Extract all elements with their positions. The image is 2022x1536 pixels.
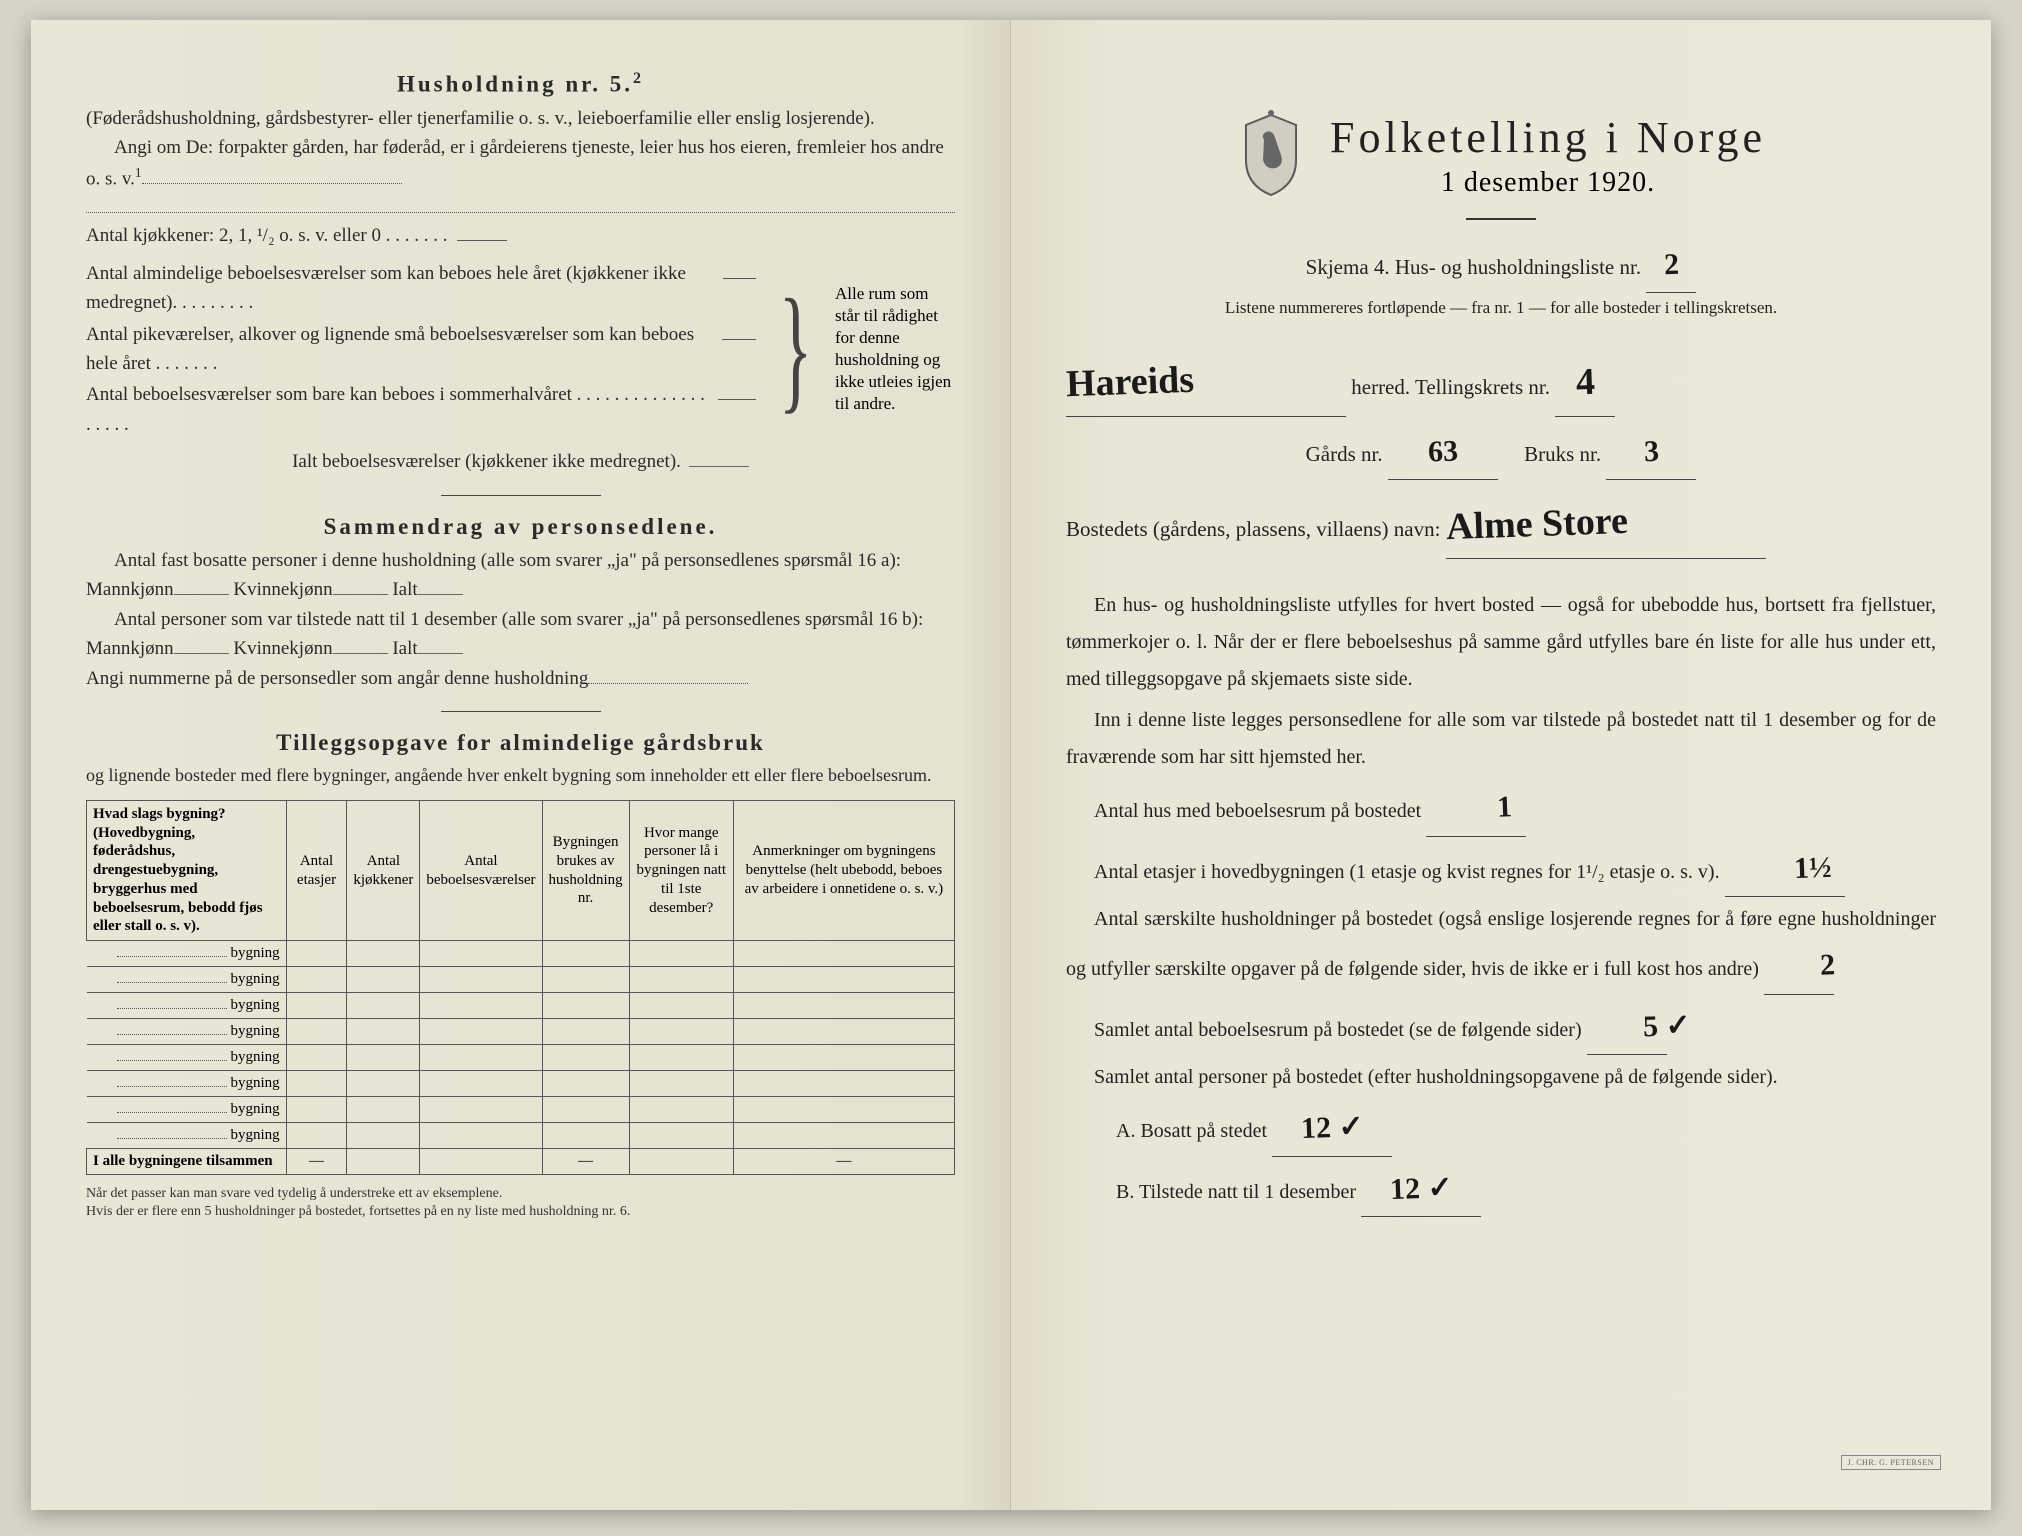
- rp-title-block: Folketelling i Norge 1 desember 1920.: [1330, 112, 1766, 199]
- rp-body: En hus- og husholdningsliste utfylles fo…: [1066, 587, 1936, 1217]
- th-6: Anmerkninger om bygningens benyttelse (h…: [733, 800, 954, 940]
- right-page: Folketelling i Norge 1 desember 1920. Sk…: [1011, 20, 1991, 1510]
- gards-line: Gårds nr. 63 Bruks nr. 3: [1066, 425, 1936, 480]
- qB: B. Tilstede natt til 1 desember 12 ✓: [1116, 1161, 1936, 1218]
- th-4: Bygningen brukes av husholdning nr.: [542, 800, 629, 940]
- husholdning-title: Husholdning nr. 5.2: [86, 70, 955, 98]
- table-row: bygning: [87, 1071, 955, 1097]
- bostedets-line: Bostedets (gårdens, plassens, villaens) …: [1066, 490, 1936, 559]
- q5: Samlet antal personer på bostedet (efter…: [1066, 1059, 1936, 1096]
- q2: Antal etasjer i hovedbygningen (1 etasje…: [1066, 841, 1936, 898]
- th-0: Hvad slags bygning?(Hovedbygning, føderå…: [87, 800, 287, 940]
- ialt-line: Ialt beboelsesværelser (kjøkkener ikke m…: [86, 447, 955, 476]
- brace-right-text: Alle rum som står til rådighet for denne…: [835, 283, 955, 416]
- bygning-table: Hvad slags bygning?(Hovedbygning, føderå…: [86, 800, 955, 1175]
- sammendrag-title: Sammendrag av personsedlene.: [86, 514, 955, 540]
- herred-line: Hareids herred. Tellingskrets nr. 4: [1066, 348, 1936, 417]
- sammendrag-3: Angi nummerne på de personsedler som ang…: [86, 664, 955, 693]
- tillegg-sub: og lignende bosteder med flere bygninger…: [86, 762, 955, 790]
- body-para-2: Inn i denne liste legges personsedlene f…: [1066, 702, 1936, 776]
- th-2: Antal kjøkkener: [347, 800, 420, 940]
- table-row: bygning: [87, 1045, 955, 1071]
- brace-left: Antal almindelige beboelsesværelser som …: [86, 257, 756, 442]
- q1: Antal hus med beboelsesrum på bostedet 1: [1066, 780, 1936, 837]
- husholdning-para1: (Føderådshusholdning, gårdsbestyrer- ell…: [86, 104, 955, 133]
- rp-main-title: Folketelling i Norge: [1330, 112, 1766, 163]
- short-rule: [1466, 218, 1536, 220]
- qA: A. Bosatt på stedet 12 ✓: [1116, 1100, 1936, 1157]
- brace-icon: }: [779, 286, 813, 412]
- th-5: Hvor mange personer lå i bygningen natt …: [629, 800, 733, 940]
- blank-line: [86, 193, 955, 213]
- printer-mark: J. CHR. G. PETERSEN: [1841, 1455, 1941, 1470]
- th-3: Antal beboelsesværelser: [420, 800, 542, 940]
- left-page: Husholdning nr. 5.2 (Føderådshusholdning…: [31, 20, 1011, 1510]
- sammendrag-1: Antal fast bosatte personer i denne hush…: [86, 546, 955, 605]
- skjema-line: Skjema 4. Hus- og husholdningsliste nr. …: [1066, 238, 1936, 293]
- divider-1: [441, 495, 601, 496]
- listene-line: Listene nummereres fortløpende — fra nr.…: [1066, 293, 1936, 324]
- table-row: bygning: [87, 1123, 955, 1149]
- q4: Samlet antal beboelsesrum på bostedet (s…: [1066, 999, 1936, 1056]
- footnote: Når det passer kan man svare ved tydelig…: [86, 1185, 955, 1221]
- rp-date: 1 desember 1920.: [1330, 167, 1766, 199]
- table-row: bygning: [87, 1019, 955, 1045]
- body-para-1: En hus- og husholdningsliste utfylles fo…: [1066, 587, 1936, 698]
- table-footer-row: I alle bygningene tilsammen — — —: [87, 1149, 955, 1175]
- brace-group: Antal almindelige beboelsesværelser som …: [86, 257, 955, 442]
- table-body: bygning bygning bygning bygning bygning …: [87, 941, 955, 1149]
- divider-2: [441, 711, 601, 712]
- tillegg-title: Tilleggsopgave for almindelige gårdsbruk: [86, 730, 955, 756]
- document-spread: Husholdning nr. 5.2 (Føderådshusholdning…: [31, 20, 1991, 1510]
- th-1: Antal etasjer: [286, 800, 347, 940]
- crest-icon: [1236, 110, 1306, 200]
- sammendrag-2: Antal personer som var tilstede natt til…: [86, 605, 955, 664]
- kjokkener-line: Antal kjøkkener: 2, 1, ¹/₂ o. s. v. elle…: [86, 221, 955, 250]
- husholdning-para2: Angi om De: forpakter gården, har føderå…: [86, 133, 955, 193]
- q3: Antal særskilte husholdninger på bostede…: [1066, 901, 1936, 995]
- table-row: bygning: [87, 993, 955, 1019]
- table-head: Hvad slags bygning?(Hovedbygning, føderå…: [87, 800, 955, 940]
- table-row: bygning: [87, 967, 955, 993]
- table-row: bygning: [87, 941, 955, 967]
- table-row: bygning: [87, 1097, 955, 1123]
- rp-header: Folketelling i Norge 1 desember 1920.: [1066, 110, 1936, 200]
